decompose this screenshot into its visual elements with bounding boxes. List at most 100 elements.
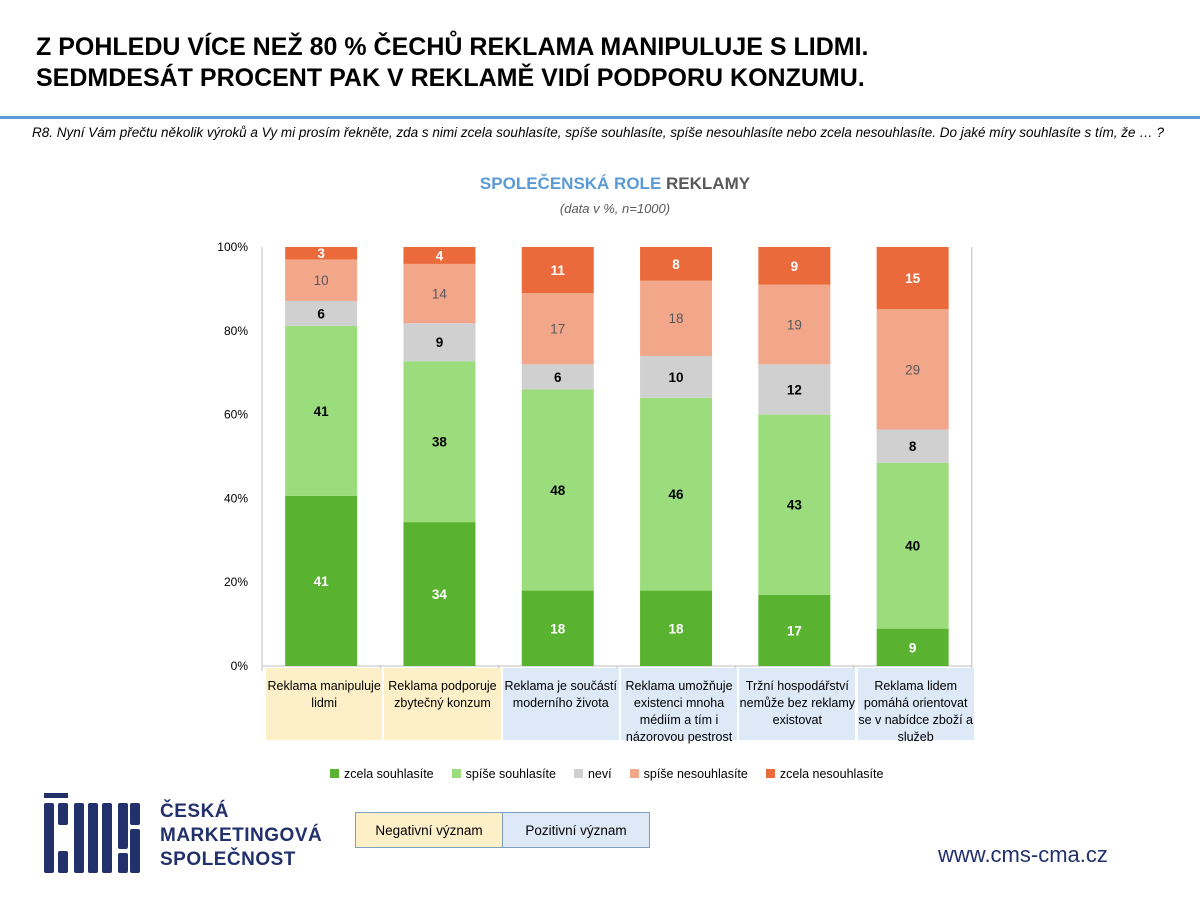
data-label: 17 — [550, 322, 565, 337]
legend-swatch — [330, 769, 339, 778]
bar-segment — [640, 590, 713, 666]
data-label: 15 — [905, 271, 921, 286]
legend-item: neví — [573, 767, 612, 781]
bar-segment — [640, 280, 713, 356]
bar-segment — [403, 361, 476, 523]
bar-segment — [521, 364, 594, 390]
question-text: R8. Nyní Vám přečtu několik výroků a Vy … — [32, 125, 1165, 140]
bar-segment — [758, 364, 831, 415]
bar-segment — [758, 247, 831, 285]
data-label: 4 — [436, 248, 444, 263]
logo-text: ČESKÁ MARKETINGOVÁ SPOLEČNOST — [160, 800, 322, 872]
data-label: 40 — [905, 539, 920, 554]
bar-segment — [640, 247, 713, 281]
bar-segment — [521, 590, 594, 666]
legend-item: zcela souhlasíte — [330, 767, 434, 781]
data-label: 8 — [909, 439, 917, 454]
logo-line: MARKETINGOVÁ — [160, 825, 323, 846]
bar-segment — [521, 293, 594, 365]
website-url[interactable]: www.cms-cma.cz — [938, 842, 1108, 867]
y-tick-label: 100% — [217, 240, 248, 254]
bar-segment — [521, 389, 594, 591]
category-label: Reklama manipuluje lidmi — [266, 668, 383, 740]
data-label: 3 — [317, 246, 325, 261]
chart-title-part1: SPOLEČENSKÁ ROLE — [479, 174, 662, 193]
data-label: 8 — [672, 257, 680, 272]
data-label: 18 — [669, 621, 685, 636]
chart-title: SPOLEČENSKÁ ROLE REKLAMY — [0, 174, 1200, 194]
legend-label: zcela nesouhlasíte — [779, 767, 884, 781]
legend-item: zcela nesouhlasíte — [765, 767, 884, 781]
title-line-1: Z POHLEDU VÍCE NEŽ 80 % ČECHŮ REKLAMA MA… — [36, 33, 869, 61]
bar-segment — [758, 284, 831, 365]
bar-segment — [403, 323, 476, 362]
y-tick-label: 60% — [224, 408, 248, 422]
bar-segment — [403, 247, 476, 264]
legend-item: spíše souhlasíte — [451, 767, 556, 781]
data-label: 9 — [909, 640, 917, 655]
bar-segment — [640, 355, 713, 398]
bar-segment — [403, 263, 476, 324]
data-label: 17 — [787, 623, 802, 638]
bar-segment — [521, 247, 594, 294]
bar-segment — [876, 309, 949, 430]
bar-segment — [758, 594, 831, 666]
legend-label: zcela souhlasíte — [344, 767, 434, 781]
data-label: 43 — [787, 498, 803, 513]
category-label: Reklama podporuje zbytečný konzum — [384, 668, 501, 740]
data-label: 6 — [554, 370, 562, 385]
y-tick-label: 40% — [224, 491, 248, 505]
data-label: 11 — [551, 263, 566, 278]
legend-swatch — [765, 769, 775, 778]
data-label: 10 — [669, 370, 684, 385]
data-label: 18 — [669, 311, 684, 326]
data-label: 38 — [432, 435, 448, 450]
data-label: 41 — [314, 574, 330, 589]
data-label: 14 — [432, 287, 448, 302]
data-label: 12 — [787, 382, 802, 397]
legend-label: neví — [587, 767, 612, 781]
legend-label: spíše nesouhlasíte — [643, 767, 748, 781]
data-label: 6 — [317, 306, 325, 321]
bar-segment — [285, 247, 358, 260]
bar-segment — [876, 247, 949, 310]
data-label: 34 — [432, 587, 448, 602]
logo-line: SPOLEČNOST — [160, 849, 296, 870]
data-label: 18 — [550, 621, 566, 636]
header-divider — [0, 116, 1200, 119]
cms-logo-icon — [44, 793, 140, 873]
key-positive: Pozitivní význam — [502, 812, 650, 848]
logo-line: ČESKÁ — [160, 801, 230, 822]
title-line-2: SEDMDESÁT PROCENT PAK V REKLAMĚ VIDÍ POD… — [36, 64, 865, 92]
bar-segment — [640, 397, 713, 591]
category-label: Reklama je součástí moderního života — [502, 668, 619, 740]
bar-segment — [758, 414, 831, 595]
legend-label: spíše souhlasíte — [465, 767, 556, 781]
category-label: Reklama lidem pomáhá orientovat se v nab… — [857, 668, 974, 744]
y-tick-label: 20% — [224, 575, 248, 589]
bar-segment — [876, 429, 949, 463]
data-label: 9 — [791, 259, 799, 274]
bar-segment — [285, 300, 358, 326]
data-label: 41 — [314, 404, 330, 419]
bar-segment — [876, 462, 949, 629]
bar-segment — [285, 259, 358, 301]
chart-subtitle: (data v %, n=1000) — [559, 201, 671, 216]
data-label: 19 — [787, 318, 802, 333]
data-label: 29 — [905, 362, 920, 377]
key-negative: Negativní význam — [355, 812, 503, 848]
legend-swatch — [629, 769, 639, 778]
data-label: 10 — [314, 273, 329, 288]
data-label: 9 — [436, 335, 444, 350]
legend-item: spíše nesouhlasíte — [629, 767, 748, 781]
category-label: Tržní hospodářství nemůže bez reklamy ex… — [739, 668, 856, 740]
chart-title-part2: REKLAMY — [666, 174, 751, 193]
bar-segment — [876, 628, 949, 666]
bar-segment — [285, 325, 358, 496]
legend-swatch — [573, 769, 583, 778]
legend-swatch — [451, 769, 461, 778]
y-tick-label: 0% — [231, 659, 249, 673]
bar-segment — [285, 495, 358, 666]
data-label: 46 — [669, 487, 685, 502]
